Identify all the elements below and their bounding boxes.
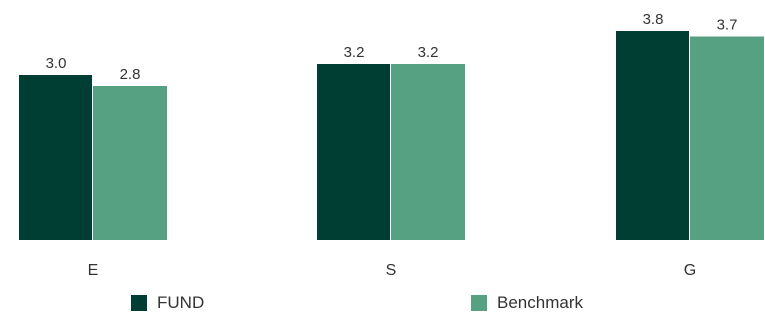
bar-fund-e <box>19 75 92 240</box>
legend-item-benchmark: Benchmark <box>471 292 583 314</box>
data-label-fund-s: 3.2 <box>344 44 365 61</box>
data-label-benchmark-e: 2.8 <box>120 66 141 83</box>
legend-swatch-fund <box>131 295 147 311</box>
x-tick-label-e: E <box>88 262 99 279</box>
data-label-fund-g: 3.8 <box>643 11 664 28</box>
data-label-benchmark-g: 3.7 <box>717 17 738 34</box>
bar-fund-g <box>616 31 689 240</box>
data-label-benchmark-s: 3.2 <box>418 44 439 61</box>
bar-fund-s <box>317 64 390 240</box>
legend-label-benchmark: Benchmark <box>497 293 583 312</box>
x-tick-label-s: S <box>386 262 397 279</box>
bar-benchmark-e <box>93 86 167 240</box>
legend-item-fund: FUND <box>131 292 204 314</box>
bar-benchmark-s <box>391 64 465 240</box>
x-tick-label-g: G <box>684 262 696 279</box>
legend-label-fund: FUND <box>157 293 205 312</box>
bar-benchmark-g <box>690 36 764 240</box>
legend-swatch-benchmark <box>471 295 487 311</box>
data-label-fund-e: 3.0 <box>46 55 67 72</box>
